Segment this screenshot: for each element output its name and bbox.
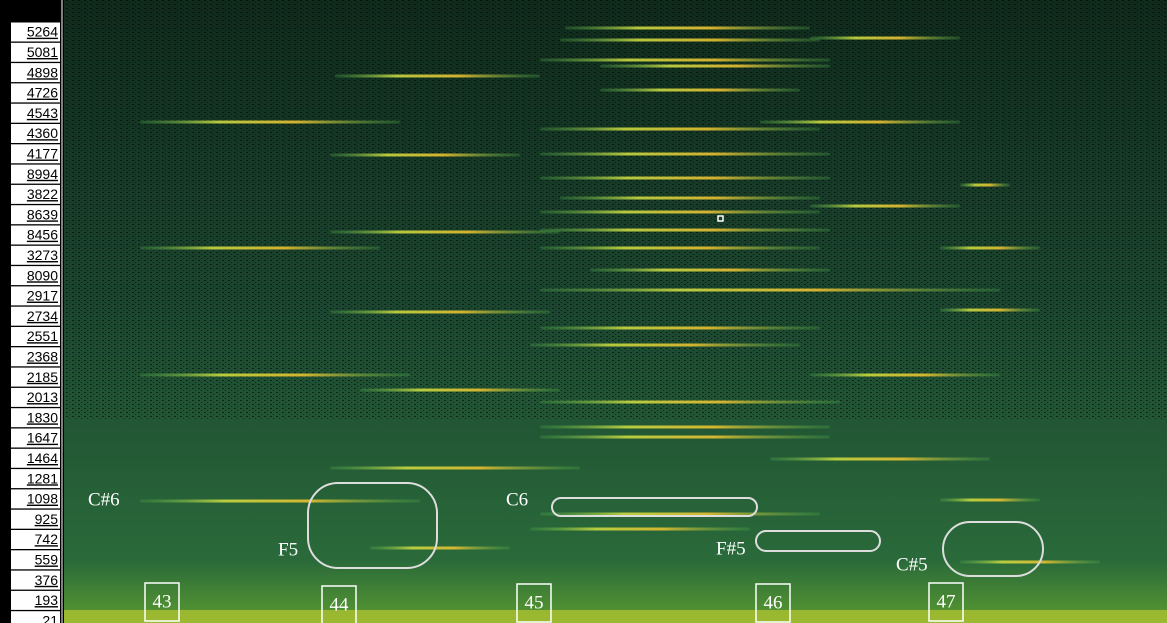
streak [140, 500, 420, 503]
streak [810, 37, 960, 40]
page: {"axis_labels": ["5264", "5081", "4898",… [0, 0, 1167, 623]
streak [590, 269, 830, 272]
axis-label: 8456 [27, 227, 58, 243]
streak [540, 229, 830, 232]
axis-label: 2734 [27, 308, 58, 324]
streak [540, 401, 840, 404]
measure-number: 45 [525, 592, 544, 613]
streak [960, 561, 1100, 564]
streak [140, 247, 380, 250]
streak [540, 426, 830, 429]
streak [330, 154, 520, 157]
measure-number: 47 [937, 591, 956, 612]
streak [810, 374, 1000, 377]
note-label: F5 [278, 539, 298, 560]
streak [540, 128, 820, 131]
axis-label: 2368 [27, 349, 58, 365]
streak [560, 39, 820, 42]
axis-label: 21 [42, 612, 58, 623]
note-label: C6 [506, 489, 528, 510]
axis-label: 3822 [27, 186, 58, 202]
streak [540, 211, 820, 214]
streak [540, 177, 830, 180]
axis-label: 5081 [27, 44, 58, 60]
axis-label: 2013 [27, 389, 58, 405]
measure-number: 44 [330, 594, 350, 615]
streak [940, 309, 1040, 312]
streak [540, 289, 1000, 292]
streak [540, 327, 820, 330]
axis-label: 8994 [27, 166, 58, 182]
streak [940, 499, 1040, 502]
axis-label: 4177 [27, 146, 58, 162]
axis-label: 1098 [27, 491, 58, 507]
axis-label: 4898 [27, 64, 58, 80]
streak [140, 121, 400, 124]
axis-label: 925 [35, 511, 59, 527]
axis-label: 1647 [27, 430, 58, 446]
streak [335, 75, 540, 78]
axis-label: 8090 [27, 267, 58, 283]
streak [540, 59, 830, 62]
axis-label: 4543 [27, 105, 58, 121]
axis-label: 8639 [27, 206, 58, 222]
streak [540, 153, 830, 156]
axis-label: 5264 [27, 24, 58, 40]
axis-label: 1281 [27, 470, 58, 486]
spectrogram-view: 5264508148984726454343604177899438228639… [0, 0, 1167, 623]
axis-label: 376 [35, 572, 59, 588]
streak [360, 389, 560, 392]
streak [600, 89, 800, 92]
streak [540, 436, 830, 439]
streak [530, 344, 800, 347]
axis-label: 193 [35, 592, 59, 608]
measure-number: 43 [153, 591, 172, 612]
measure-number: 46 [764, 592, 783, 613]
streak [330, 467, 580, 470]
spectrogram-noise [64, 0, 1167, 420]
low-frequency-band [64, 610, 1167, 623]
axis-label: 1830 [27, 409, 58, 425]
streak [370, 547, 510, 550]
axis-label: 2551 [27, 328, 58, 344]
axis-label: 4726 [27, 85, 58, 101]
axis-label: 4360 [27, 125, 58, 141]
streak [960, 184, 1010, 187]
axis-label: 742 [35, 531, 59, 547]
streak [540, 247, 820, 250]
axis-label: 2917 [27, 288, 58, 304]
streak [810, 205, 960, 208]
streak [330, 231, 560, 234]
streak [140, 374, 410, 377]
note-label: C#5 [896, 554, 928, 575]
streak [940, 247, 1040, 250]
streak [530, 528, 750, 531]
axis-label: 3273 [27, 247, 58, 263]
axis-label: 559 [35, 552, 59, 568]
streak [760, 121, 960, 124]
streak [560, 197, 820, 200]
note-label: F#5 [716, 538, 746, 559]
axis-label: 2185 [27, 369, 58, 385]
streak [565, 27, 810, 30]
streak [600, 65, 830, 68]
streak [330, 311, 550, 314]
streak [770, 458, 990, 461]
axis-label: 1464 [27, 450, 58, 466]
note-label: C#6 [88, 489, 120, 510]
